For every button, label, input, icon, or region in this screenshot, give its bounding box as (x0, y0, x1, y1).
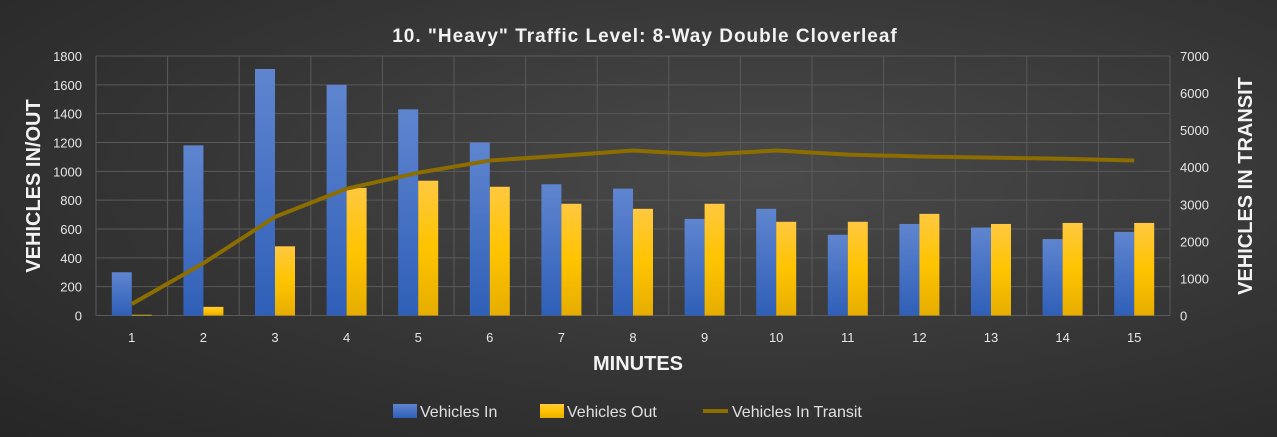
y-tick-label: 1800 (53, 49, 82, 64)
y-tick-label: 1000 (53, 164, 82, 179)
x-tick-label: 3 (271, 330, 278, 345)
bar-vehicles-out (1062, 222, 1083, 316)
y-tick-label: 1600 (53, 78, 82, 93)
bar-vehicles-in (899, 223, 920, 316)
x-tick-label: 10 (769, 330, 783, 345)
x-tick-label: 13 (984, 330, 998, 345)
x-tick-label: 5 (415, 330, 422, 345)
y2-tick-label: 7000 (1180, 49, 1209, 64)
bar-vehicles-out (561, 203, 582, 316)
bar-vehicles-in (326, 84, 347, 316)
transit-line (130, 148, 1135, 306)
bar-vehicles-out (776, 221, 797, 316)
x-tick-label: 1 (128, 330, 135, 345)
bar-vehicles-in (613, 188, 633, 316)
x-tick-label: 14 (1055, 330, 1069, 345)
bar-vehicles-in (756, 208, 777, 316)
x-tick-label: 2 (200, 330, 207, 345)
y-tick-label: 1200 (53, 136, 82, 151)
bar-vehicles-out (919, 213, 940, 316)
y2-tick-label: 6000 (1180, 86, 1209, 101)
y-tick-label: 0 (75, 309, 82, 324)
chart-title: 10. "Heavy" Traffic Level: 8-Way Double … (392, 26, 898, 47)
x-tick-label: 6 (486, 330, 493, 345)
legend-label-vehicles-in: Vehicles In (420, 404, 497, 421)
y2-axis-label: VEHICLES IN TRANSIT (1235, 77, 1257, 295)
bar-vehicles-in (111, 272, 132, 316)
legend-swatch-vehicles-in (393, 404, 417, 418)
y-axis-label: VEHICLES IN/OUT (23, 99, 45, 272)
x-tick-label: 7 (558, 330, 565, 345)
y2-tick-label: 0 (1180, 309, 1187, 324)
bar-vehicles-in (827, 234, 848, 316)
line-vehicles-in-transit (130, 148, 1135, 306)
y2-tick-label: 2000 (1180, 234, 1209, 249)
tick-labels: 0 200 400 600 800 1000 1200 1400 1600 1800 0 1000 20… (53, 49, 1209, 345)
y2-tick-label: 5000 (1180, 123, 1209, 138)
bar-vehicles-in (398, 109, 419, 316)
y-tick-label: 1400 (53, 107, 82, 122)
bar-vehicles-in (541, 184, 562, 316)
legend: Vehicles In Vehicles Out Vehicles In Tra… (393, 404, 862, 421)
bar-vehicles-out (633, 208, 653, 316)
bar-vehicles-out (704, 203, 725, 316)
bar-vehicles-out (131, 314, 152, 316)
y-tick-label: 200 (60, 280, 82, 295)
bar-vehicles-in (971, 227, 991, 316)
y2-tick-label: 3000 (1180, 197, 1209, 212)
x-tick-label: 11 (841, 330, 855, 345)
y-tick-label: 800 (60, 193, 82, 208)
legend-swatch-vehicles-out (540, 404, 564, 418)
y-tick-label: 400 (60, 251, 82, 266)
x-tick-label: 9 (701, 330, 708, 345)
bar-vehicles-in (684, 218, 705, 316)
bar-vehicles-in (183, 145, 204, 316)
bar-vehicles-in (1042, 239, 1063, 316)
bar-vehicles-out (991, 223, 1011, 316)
bar-vehicles-out (203, 306, 224, 316)
bar-vehicles-in (1114, 231, 1135, 316)
x-tick-label: 15 (1127, 330, 1141, 345)
x-tick-label: 8 (629, 330, 636, 345)
y2-tick-label: 4000 (1180, 160, 1209, 175)
legend-label-vehicles-out: Vehicles Out (567, 404, 657, 421)
y2-tick-label: 1000 (1180, 271, 1209, 286)
bar-vehicles-out (847, 221, 868, 316)
x-tick-label: 12 (912, 330, 926, 345)
bar-vehicles-out (489, 186, 510, 316)
x-axis-label: MINUTES (593, 353, 683, 375)
bar-vehicles-out (346, 187, 367, 316)
bar-vehicles-out (418, 180, 439, 316)
bar-vehicles-out (275, 246, 295, 316)
bar-vehicles-in (255, 68, 275, 316)
bars (111, 68, 1155, 316)
bar-vehicles-in (469, 142, 490, 316)
bar-vehicles-out (1134, 222, 1155, 316)
legend-label-vehicles-in-transit: Vehicles In Transit (732, 404, 862, 421)
y-tick-label: 600 (60, 222, 82, 237)
x-tick-label: 4 (343, 330, 350, 345)
